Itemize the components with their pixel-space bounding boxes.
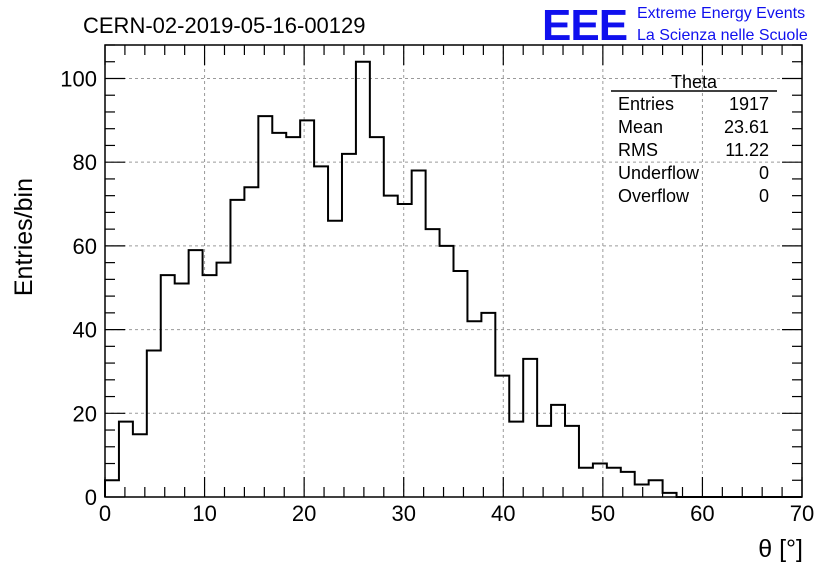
histogram-bin — [579, 468, 593, 497]
histogram-bin — [635, 484, 649, 497]
histogram-bin — [467, 321, 481, 497]
histogram-bin — [426, 229, 440, 497]
stats-label: RMS — [618, 140, 658, 160]
histogram-bin — [537, 426, 551, 497]
histogram-bin — [607, 468, 621, 497]
logo-line-1: Extreme Energy Events — [637, 5, 805, 22]
logo-line-2: La Scienza nelle Scuole — [637, 27, 808, 44]
histogram-bin — [495, 376, 509, 497]
logo-letters: EEE — [542, 1, 627, 50]
x-tick-label: 60 — [690, 501, 714, 526]
x-tick-label: 50 — [591, 501, 615, 526]
stats-label: Mean — [618, 117, 663, 137]
histogram-bin — [230, 200, 244, 497]
y-axis-label: Entries/bin — [10, 178, 38, 296]
histogram-bin — [342, 154, 356, 497]
x-tick-label: 0 — [99, 501, 111, 526]
histogram-bin — [398, 204, 412, 497]
stats-value: 0 — [759, 186, 769, 206]
histogram-bin — [412, 171, 426, 497]
y-tick-label: 80 — [73, 150, 97, 175]
plot-frame — [104, 44, 803, 498]
histogram-bin — [384, 196, 398, 497]
y-tick-label: 20 — [73, 401, 97, 426]
histogram-bin — [370, 137, 384, 497]
histogram-bin — [565, 426, 579, 497]
histogram-bin — [314, 166, 328, 497]
histogram-bin — [440, 246, 454, 497]
histogram-bin — [328, 221, 342, 497]
x-tick-label: 10 — [192, 501, 216, 526]
eee-logo: EEE Extreme Energy Events La Scienza nel… — [542, 1, 808, 50]
y-tick-labels: 0 20 40 60 80 100 — [60, 66, 97, 510]
stats-value: 1917 — [729, 94, 769, 114]
histogram-bin — [203, 275, 217, 497]
histogram-bin — [147, 351, 161, 497]
chart-title: CERN-02-2019-05-16-00129 — [83, 13, 366, 38]
stats-label: Underflow — [618, 163, 700, 183]
x-tick-labels: 0 10 20 30 40 50 60 70 — [99, 501, 814, 526]
histogram-bin — [217, 263, 231, 497]
x-axis-label: θ [°] — [758, 535, 803, 563]
histogram-bin — [551, 405, 565, 497]
y-tick-label: 100 — [60, 66, 97, 91]
histogram-bin — [244, 187, 258, 497]
x-tick-label: 20 — [292, 501, 316, 526]
histogram-bin — [175, 284, 189, 497]
histogram-bin — [356, 62, 370, 497]
y-tick-label: 60 — [73, 234, 97, 259]
histogram-bin — [105, 480, 119, 497]
histogram-bin — [286, 137, 300, 497]
x-tick-label: 30 — [391, 501, 415, 526]
stats-label: Overflow — [618, 186, 690, 206]
stats-value: 23.61 — [724, 117, 769, 137]
stats-label: Entries — [618, 94, 674, 114]
stats-value: 11.22 — [725, 140, 769, 160]
stats-rows: Entries 1917 Mean 23.61 RMS 11.22 Underflow 0 Ov… — [618, 94, 769, 206]
stats-title: Theta — [671, 72, 718, 92]
stats-value: 0 — [759, 163, 769, 183]
x-tick-label: 70 — [790, 501, 814, 526]
histogram-bin — [300, 120, 314, 497]
histogram-bin — [454, 271, 468, 497]
histogram-bin — [593, 464, 607, 497]
y-tick-label: 0 — [85, 485, 97, 510]
histogram-bin — [481, 313, 495, 497]
histogram-bins — [105, 62, 677, 497]
stats-box: Theta Entries 1917 Mean 23.61 RMS 11.22 Underf… — [611, 72, 777, 206]
histogram-bin — [649, 480, 663, 497]
histogram-bin — [272, 133, 286, 497]
histogram-bin — [523, 359, 537, 497]
histogram-bin — [258, 116, 272, 497]
histogram-bin — [189, 250, 203, 497]
histogram-bin — [509, 422, 523, 497]
histogram-bin — [119, 422, 133, 497]
y-tick-label: 40 — [73, 318, 97, 343]
histogram-bin — [161, 275, 175, 497]
axis-ticks — [104, 44, 803, 498]
x-tick-label: 40 — [491, 501, 515, 526]
histogram-outline — [104, 60, 802, 498]
